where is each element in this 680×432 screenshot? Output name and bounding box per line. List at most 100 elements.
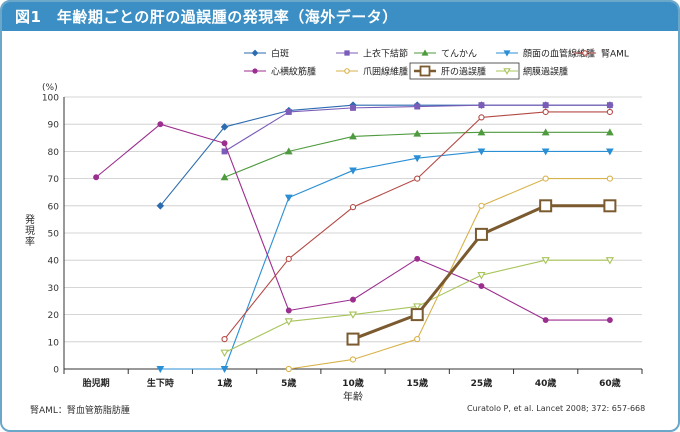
data-point xyxy=(414,175,421,182)
x-tick-label: 15歳 xyxy=(406,377,428,389)
data-point xyxy=(344,68,350,74)
data-point xyxy=(541,148,550,156)
data-point xyxy=(542,102,549,109)
data-point xyxy=(478,114,485,121)
data-point xyxy=(606,128,614,136)
data-point xyxy=(606,108,613,116)
legend-item: 白斑 xyxy=(244,48,289,60)
data-point xyxy=(477,128,486,136)
legend-label: 顔面の血管線維腫 xyxy=(523,48,595,60)
legend-label: 上衣下結節 xyxy=(363,48,408,60)
x-tick-label: 25歳 xyxy=(471,377,493,389)
data-point xyxy=(606,317,613,324)
y-tick-label: 20 xyxy=(48,311,60,321)
legend-label: 白斑 xyxy=(271,48,289,60)
data-point xyxy=(478,283,485,290)
legend-item: 顔面の血管線維腫 xyxy=(496,48,595,60)
data-point xyxy=(221,148,228,155)
data-point xyxy=(220,366,229,374)
y-tick-label: 90 xyxy=(48,121,60,131)
legend-item: 網膜過誤腫 xyxy=(496,66,568,78)
data-point xyxy=(284,147,293,155)
y-tick-label: 0 xyxy=(53,366,59,376)
x-tick-label: 40歳 xyxy=(535,377,557,389)
legend-label: 網膜過誤腫 xyxy=(523,66,568,78)
data-point xyxy=(348,311,358,319)
data-point xyxy=(285,307,292,314)
x-axis-label: 年齢 xyxy=(343,390,363,403)
legend-item: 心横紋筋腫 xyxy=(244,66,316,78)
data-point xyxy=(251,49,259,57)
data-point xyxy=(539,199,553,213)
data-point xyxy=(220,349,229,358)
data-point xyxy=(414,335,421,343)
data-point xyxy=(606,175,613,182)
data-point xyxy=(349,132,357,140)
legend: 白斑 上衣下結節 てんかん 顔面の血管線維腫 腎AML 心横紋筋腫 爪囲線維腫 肝の過誤腫 網膜… xyxy=(244,48,629,80)
legend-highlight-box xyxy=(409,62,520,80)
series-腎AML xyxy=(221,108,613,343)
legend-label: 肝の過誤腫 xyxy=(441,66,486,78)
series-line xyxy=(160,150,610,370)
data-point xyxy=(350,104,356,111)
legend-item: 腎AML xyxy=(574,49,629,60)
data-point xyxy=(477,148,486,156)
legend-item: てんかん xyxy=(414,49,477,60)
y-axis-ticks: 0 10 20 30 40 50 60 70 80 90 100 xyxy=(42,94,59,376)
y-tick-label: 40 xyxy=(48,257,60,267)
data-point xyxy=(156,202,165,210)
data-point xyxy=(220,123,229,131)
x-tick-label: 1歳 xyxy=(217,377,232,389)
series-顔面の血管線維腫 xyxy=(156,148,614,374)
data-point xyxy=(477,272,486,280)
data-point xyxy=(582,50,588,56)
data-point xyxy=(474,227,488,241)
data-point xyxy=(541,257,550,265)
data-point xyxy=(350,296,356,303)
data-point xyxy=(413,303,422,311)
series-line xyxy=(159,104,610,207)
data-point xyxy=(349,167,357,175)
legend-item: 爪囲線維腫 xyxy=(336,66,408,78)
legend-item: 肝の過誤腫 xyxy=(409,62,520,80)
series-肝の過誤腫 xyxy=(346,199,617,346)
x-tick-label: 生下時 xyxy=(147,377,174,389)
data-point xyxy=(284,318,293,326)
data-point xyxy=(603,199,617,213)
series-網膜過誤腫 xyxy=(220,257,615,358)
data-point xyxy=(93,174,100,181)
legend-label: てんかん xyxy=(441,49,477,60)
source-citation: Curatolo P, et al. Lancet 2008; 372: 657… xyxy=(467,404,646,413)
legend-swatch-marker xyxy=(419,65,431,77)
data-point xyxy=(503,68,511,75)
data-point xyxy=(541,128,550,136)
data-point xyxy=(542,175,549,182)
series-心横紋筋腫 xyxy=(93,121,613,324)
data-point xyxy=(221,140,228,147)
data-point xyxy=(605,257,615,265)
data-point xyxy=(252,68,258,74)
y-tick-label: 60 xyxy=(48,202,60,212)
y-tick-label: 70 xyxy=(48,175,60,185)
x-axis-ticks: 胎児期 生下時 1歳 5歳 10歳 15歳 25歳 40歳 60歳 xyxy=(82,377,621,389)
data-point xyxy=(414,255,421,262)
figure-title: 図1 年齢期ごとの肝の過誤腫の発現率（海外データ） xyxy=(15,8,398,26)
data-point xyxy=(606,148,614,156)
data-point xyxy=(421,49,429,56)
data-point xyxy=(542,317,549,324)
data-point xyxy=(346,332,360,346)
footnote: 腎AML：腎血管筋脂肪腫 xyxy=(30,406,130,416)
data-point xyxy=(349,204,357,211)
data-point xyxy=(220,173,229,181)
x-tick-label: 10歳 xyxy=(342,377,364,389)
y-tick-label: 30 xyxy=(48,284,60,294)
data-point xyxy=(414,103,421,110)
y-tick-label: 80 xyxy=(48,148,60,158)
data-point xyxy=(157,121,164,128)
data-point xyxy=(156,366,165,374)
y-axis-unit: (%) xyxy=(42,83,58,93)
data-point xyxy=(503,50,511,57)
series-lines xyxy=(93,101,617,374)
